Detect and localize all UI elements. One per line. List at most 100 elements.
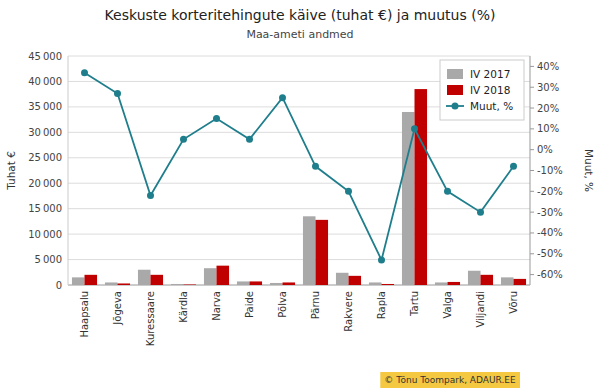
grid-line	[68, 285, 530, 286]
y2-tick-label: 20%	[537, 103, 559, 114]
grid-line	[68, 208, 530, 209]
y2-tick-label: -60%	[537, 269, 563, 280]
line-marker	[114, 90, 121, 97]
line-marker	[312, 163, 319, 170]
y2-tick	[530, 232, 534, 233]
bar	[501, 277, 514, 285]
background	[0, 0, 600, 392]
line-marker	[246, 136, 253, 143]
y-tick-label: 0	[56, 280, 62, 291]
bar	[237, 281, 250, 285]
bar	[105, 282, 118, 285]
bar	[151, 275, 164, 285]
y2-axis-line	[530, 56, 531, 285]
line-marker	[444, 188, 451, 195]
bar	[270, 283, 283, 285]
bar	[336, 273, 349, 285]
x-tick-label: Pärnu	[310, 291, 321, 319]
x-tick-label: Paide	[244, 291, 255, 318]
line-marker	[147, 192, 154, 199]
x-tick-label: Haapsalu	[79, 291, 90, 338]
y2-tick-label: 10%	[537, 123, 559, 134]
grid-line	[68, 56, 530, 57]
grid-line	[68, 234, 530, 235]
legend-swatch	[447, 69, 463, 79]
bar	[382, 284, 395, 285]
y2-axis-label: Muut, %	[583, 149, 595, 192]
legend-label: IV 2017	[470, 68, 510, 80]
line-marker	[411, 125, 418, 132]
legend-box	[440, 60, 524, 120]
bar	[138, 270, 151, 285]
grid	[68, 56, 530, 285]
bar	[435, 282, 448, 285]
y2-tick-label: -30%	[537, 207, 563, 218]
x-tick-label: Jõgeva	[112, 291, 123, 326]
y2-tick	[530, 253, 534, 254]
legend-marker	[452, 103, 459, 110]
bar	[85, 275, 98, 285]
line-marker	[477, 209, 484, 216]
x-tick-label: Kärdla	[178, 291, 189, 323]
bar	[118, 283, 131, 285]
bar	[349, 276, 362, 285]
y2-tick-label: -40%	[537, 227, 563, 238]
x-tick-label: Põlva	[277, 291, 288, 318]
y2-tick	[530, 191, 534, 192]
bar	[303, 216, 316, 285]
bar	[250, 281, 263, 285]
y2-tick	[530, 170, 534, 171]
y2-tick-label: -10%	[537, 165, 563, 176]
x-tick-label: Kuressaare	[145, 291, 156, 346]
bar	[171, 284, 184, 285]
bar	[217, 266, 230, 285]
y2-tick	[530, 108, 534, 109]
y2-tick	[530, 66, 534, 67]
y-tick-label: 15 000	[28, 203, 62, 214]
title: Keskuste korteritehingute käive (tuhat €…	[105, 7, 496, 23]
bar	[415, 89, 428, 285]
bar	[184, 284, 197, 285]
y2-tick	[530, 212, 534, 213]
y2-tick-label: 30%	[537, 82, 559, 93]
chart: Keskuste korteritehingute käive (tuhat €…	[0, 0, 600, 392]
annotation-background	[380, 372, 520, 388]
y-tick-label: 40 000	[28, 76, 62, 87]
x-tick-label: Võru	[508, 291, 519, 314]
y-tick-label: 10 000	[28, 229, 62, 240]
legend-label: IV 2018	[470, 84, 510, 96]
line-marker	[345, 188, 352, 195]
bar	[72, 277, 85, 285]
line-marker	[213, 115, 220, 122]
bar	[316, 220, 329, 285]
y2-tick-label: -20%	[537, 186, 563, 197]
x-tick-label: Tartu	[409, 291, 420, 317]
x-tick-label: Rapla	[376, 291, 387, 319]
bar	[283, 282, 296, 285]
y2-tick	[530, 87, 534, 88]
line-marker	[279, 94, 286, 101]
y-axis-label: Tuhat €	[5, 151, 17, 191]
bar	[481, 275, 494, 285]
bar	[448, 282, 461, 285]
x-tick-label: Narva	[211, 291, 222, 321]
y-tick-label: 5 000	[35, 254, 62, 265]
y-tick-label: 20 000	[28, 178, 62, 189]
y2-tick	[530, 128, 534, 129]
legend: IV 2017 IV 2018 Muut, %	[440, 60, 524, 120]
line-marker	[81, 69, 88, 76]
legend-label: Muut, %	[470, 100, 513, 112]
y-axis-line	[68, 56, 69, 285]
y-tick-label: 30 000	[28, 127, 62, 138]
line-marker	[510, 163, 517, 170]
annotation: © Tõnu Toompark, ADAUR.EE	[380, 372, 520, 388]
x-tick-label: Viljandi	[475, 291, 486, 328]
line-marker	[180, 136, 187, 143]
subtitle: Maa-ameti andmed	[246, 28, 353, 41]
bar	[514, 279, 527, 285]
y2-tick	[530, 274, 534, 275]
y-tick-label: 25 000	[28, 152, 62, 163]
grid-line	[68, 259, 530, 260]
line-marker	[378, 257, 385, 264]
y-tick-label: 45 000	[28, 51, 62, 62]
